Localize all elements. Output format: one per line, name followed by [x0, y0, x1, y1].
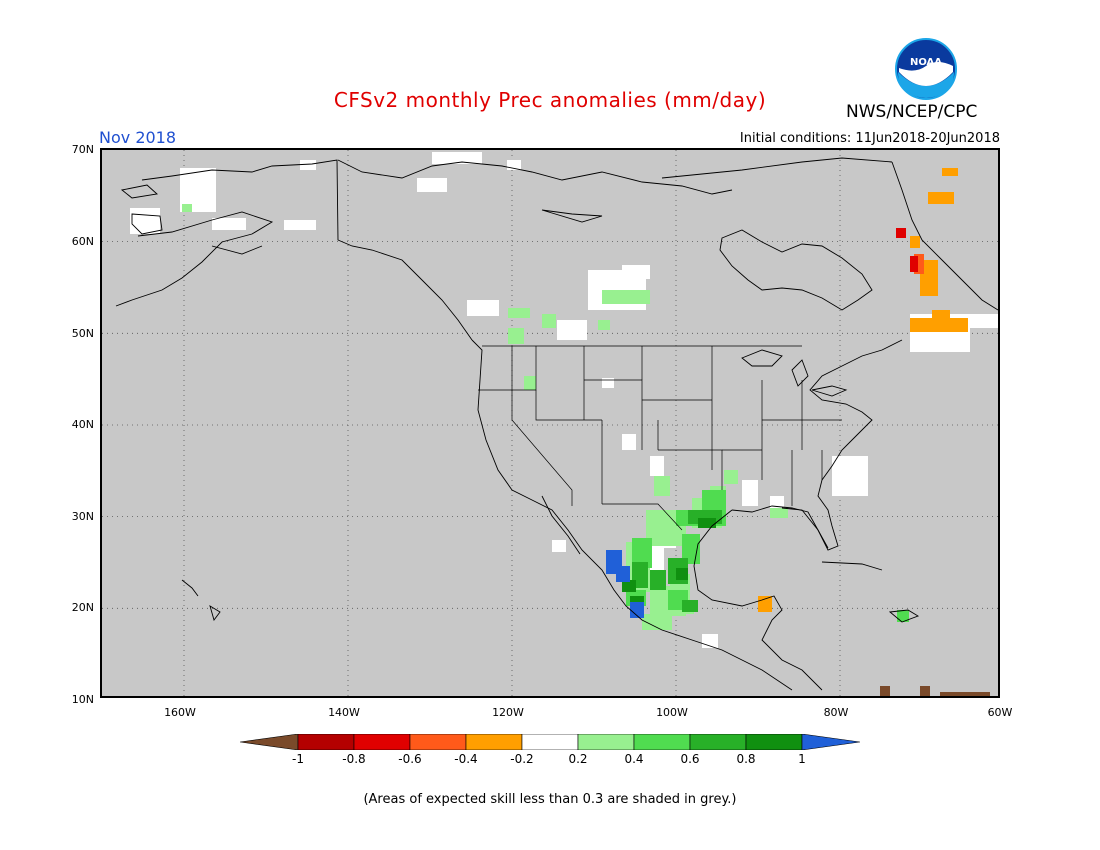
colorbar-label: -0.6: [398, 752, 422, 766]
colorbar-label: 0.6: [680, 752, 700, 766]
red-cells: [896, 228, 918, 272]
lat-label: 10N: [71, 693, 94, 706]
forecast-month: Nov 2018: [99, 128, 177, 147]
lat-label: 60N: [71, 235, 94, 248]
colorbar-low-arrow: [239, 733, 299, 751]
colorbar-label: 0.4: [624, 752, 644, 766]
noaa-logo: NOAA: [895, 38, 957, 100]
colorbar-cell: [297, 733, 355, 751]
anomaly-map: [100, 148, 1000, 698]
skill-footnote: (Areas of expected skill less than 0.3 a…: [363, 792, 737, 807]
colorbar-label: 1: [798, 752, 806, 766]
dark-green-cells: [622, 518, 716, 606]
colorbar-label: 0.2: [568, 752, 588, 766]
lon-label: 60W: [987, 706, 1013, 719]
colorbar-cell: [353, 733, 411, 751]
light-green-cells: [182, 204, 788, 630]
map-title: CFSv2 monthly Prec anomalies (mm/day): [333, 88, 767, 112]
lon-label: 100W: [656, 706, 688, 719]
colorbar-cell: [409, 733, 467, 751]
initial-conditions: Initial conditions: 11Jun2018-20Jun2018: [739, 131, 1000, 146]
colorbar-high-arrow: [801, 733, 861, 751]
lon-label: 160W: [164, 706, 196, 719]
orange-red-cells: [914, 254, 924, 274]
agency-label: NWS/NCEP/CPC: [846, 102, 978, 122]
colorbar-cell: [745, 733, 803, 751]
blue-cells: [606, 550, 644, 618]
colorbar-cell: [465, 733, 523, 751]
green-cells: [632, 510, 722, 612]
lat-label: 70N: [71, 143, 94, 156]
lon-label: 80W: [823, 706, 849, 719]
logo-text: NOAA: [910, 57, 942, 68]
colorbar-label: -0.2: [510, 752, 534, 766]
state-borders: [478, 345, 842, 531]
colorbar-cell: [577, 733, 635, 751]
colorbar-label: -0.8: [342, 752, 366, 766]
lat-label: 20N: [71, 601, 94, 614]
colorbar-cell: [521, 733, 579, 751]
brown-cells: [880, 686, 990, 696]
colorbar: [239, 733, 861, 754]
colorbar-label: 0.8: [736, 752, 756, 766]
colorbar-label: -1: [292, 752, 304, 766]
lat-label: 50N: [71, 327, 94, 340]
colorbar-label: -0.4: [454, 752, 478, 766]
lat-label: 30N: [71, 510, 94, 523]
colorbar-svg: [239, 733, 861, 751]
colorbar-cell: [633, 733, 691, 751]
coastlines: [115, 157, 998, 691]
map-gridlines: [102, 150, 998, 696]
near-zero-cells: [130, 152, 998, 648]
colorbar-cell: [689, 733, 747, 751]
orange-cells: [758, 168, 968, 612]
lon-label: 140W: [328, 706, 360, 719]
lon-label: 120W: [492, 706, 524, 719]
lat-label: 40N: [71, 418, 94, 431]
